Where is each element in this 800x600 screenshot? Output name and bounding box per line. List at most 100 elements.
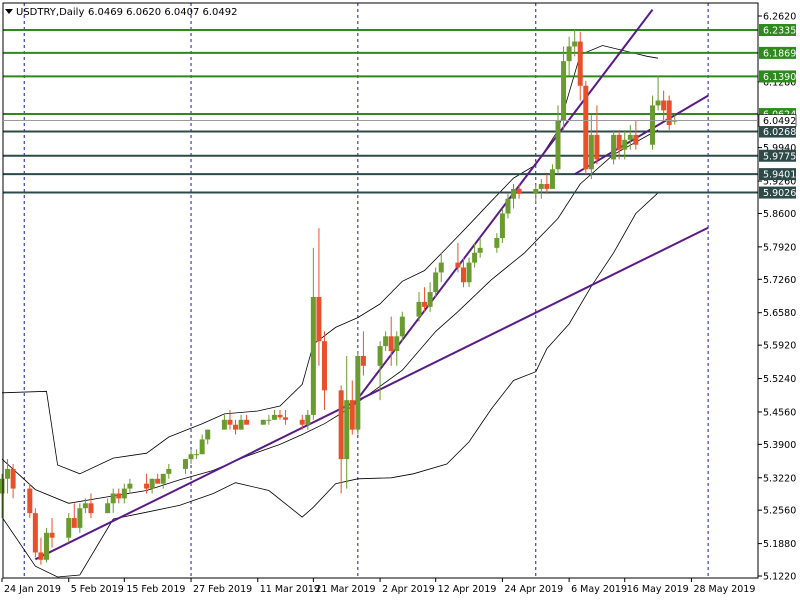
candle-body xyxy=(244,419,250,425)
candlestick xyxy=(516,184,522,199)
candlestick xyxy=(244,414,250,425)
x-tick-label: 11 Mar 2019 xyxy=(260,584,320,595)
y-tick-label: 5.2560 xyxy=(763,506,796,517)
candlestick xyxy=(77,503,83,533)
candle-body xyxy=(588,134,594,170)
symbol-label: USDTRY,Daily xyxy=(16,7,84,18)
level-price-tag-bg xyxy=(759,125,796,138)
candlestick xyxy=(299,414,305,430)
level-price-tag: 6.1390 xyxy=(759,70,796,83)
level-price-tag-bg xyxy=(759,24,796,37)
candle-body xyxy=(49,532,55,538)
collapse-triangle-icon[interactable] xyxy=(5,9,13,14)
candlestick xyxy=(388,316,394,366)
candlestick xyxy=(549,164,555,189)
x-tick-label: 27 Feb 2019 xyxy=(193,584,252,595)
candle-body xyxy=(438,262,444,273)
candlestick xyxy=(88,493,94,519)
candle-body xyxy=(227,419,233,425)
y-tick-label: 5.9940 xyxy=(763,143,796,154)
y-tick-label: 5.8600 xyxy=(763,209,796,220)
candlesticks[interactable] xyxy=(0,29,678,565)
horizontal-levels xyxy=(3,29,758,194)
candlestick xyxy=(588,115,594,180)
candle-body xyxy=(572,41,578,47)
candle-body xyxy=(583,85,589,170)
candlestick xyxy=(38,537,44,565)
y-tick-label: 6.1280 xyxy=(763,77,796,88)
candlestick xyxy=(494,233,500,253)
candlestick xyxy=(110,488,116,514)
candlestick xyxy=(277,409,283,420)
candlestick xyxy=(149,478,155,494)
candle-body xyxy=(377,346,383,366)
ohlc-values: 6.0469 6.0620 6.0407 6.0492 xyxy=(88,7,238,18)
y-tick-label: 5.9260 xyxy=(763,177,796,188)
candle-body xyxy=(260,419,266,425)
candle-body xyxy=(394,336,400,352)
level-price-labels: 6.23356.18696.13906.06246.02685.97755.94… xyxy=(3,24,797,199)
candlestick xyxy=(594,105,600,165)
candle-body xyxy=(299,419,305,425)
candle-body xyxy=(549,169,555,189)
candlestick xyxy=(438,252,444,283)
candlestick xyxy=(666,95,672,130)
level-price-tag-text: 6.2335 xyxy=(763,26,796,37)
candlestick xyxy=(360,331,366,376)
candle-body xyxy=(66,518,72,538)
candle-body xyxy=(110,493,116,504)
level-price-tag-bg xyxy=(759,70,796,83)
candle-body xyxy=(355,355,361,430)
candle-body xyxy=(349,400,355,430)
candlestick xyxy=(627,125,633,150)
candlestick xyxy=(66,513,72,543)
candlestick xyxy=(194,449,200,460)
candle-body xyxy=(555,120,561,170)
candlestick xyxy=(455,242,461,273)
candlestick xyxy=(121,483,127,504)
candlestick xyxy=(499,208,505,243)
candlestick xyxy=(533,184,539,204)
candlestick xyxy=(49,518,55,548)
candlestick xyxy=(233,419,239,435)
candle-body xyxy=(494,238,500,248)
candle-body xyxy=(627,134,633,140)
candlestick xyxy=(427,282,433,312)
x-tick-label: 6 May 2019 xyxy=(571,584,627,595)
x-tick-label: 16 May 2019 xyxy=(627,584,689,595)
candlestick xyxy=(166,464,172,479)
candle-body xyxy=(338,390,344,460)
candlestick xyxy=(205,429,211,445)
candlestick xyxy=(460,257,466,288)
y-tick-label: 5.7920 xyxy=(763,242,796,253)
candle-body xyxy=(383,336,389,347)
x-tick-label: 5 Feb 2019 xyxy=(71,584,124,595)
candle-body xyxy=(105,503,111,514)
candlestick xyxy=(310,247,316,420)
candle-body xyxy=(127,483,133,489)
candle-body xyxy=(672,120,678,122)
candlestick xyxy=(538,179,544,199)
candle-body xyxy=(166,468,172,474)
candlestick xyxy=(466,257,472,288)
candle-body xyxy=(505,198,511,214)
candle-body xyxy=(544,184,550,189)
candlestick xyxy=(188,449,194,465)
x-tick-label: 12 Apr 2019 xyxy=(438,584,497,595)
candlestick xyxy=(633,120,639,150)
candle-body xyxy=(416,301,422,317)
y-tick-label: 6.2620 xyxy=(763,12,796,23)
candlestick xyxy=(422,287,428,312)
x-tick-label: 28 May 2019 xyxy=(693,584,755,595)
candle-body xyxy=(149,478,155,489)
candlestick xyxy=(82,498,88,514)
x-tick-label: 2 Apr 2019 xyxy=(382,584,435,595)
candle-body xyxy=(472,252,478,263)
level-price-tag: 6.1869 xyxy=(759,46,796,59)
level-price-tag-bg xyxy=(759,46,796,59)
candlestick xyxy=(661,90,667,121)
candle-body xyxy=(666,100,672,126)
candle-body xyxy=(38,552,44,560)
candlestick xyxy=(43,527,49,563)
